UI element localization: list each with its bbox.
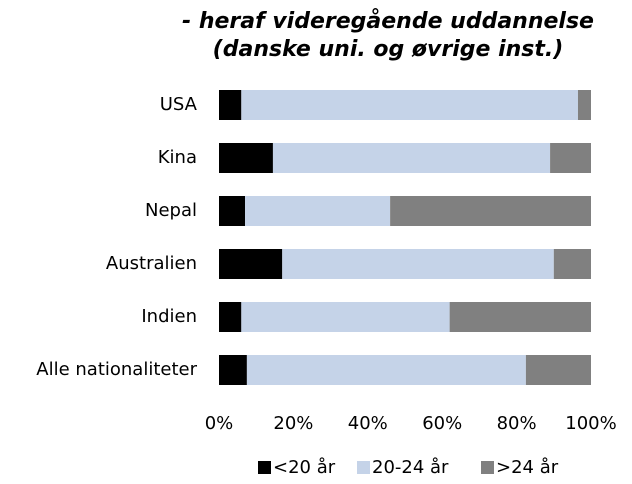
bar-segment xyxy=(219,249,283,279)
y-tick-label: Kina xyxy=(158,147,197,168)
legend-swatch xyxy=(258,461,271,474)
legend-label: <20 år xyxy=(273,457,336,478)
y-tick-label: Australien xyxy=(106,253,197,274)
bar-segment xyxy=(577,90,591,120)
bar-segment xyxy=(449,302,591,332)
legend-label: 20-24 år xyxy=(372,457,449,478)
bar-segment xyxy=(390,196,591,226)
bar-segment xyxy=(282,249,554,279)
chart-title: - heraf videregående uddannelse xyxy=(182,8,594,34)
y-tick-label: Indien xyxy=(141,306,197,327)
bar-segment xyxy=(525,355,591,385)
x-tick-label: 60% xyxy=(422,413,462,434)
x-tick-label: 0% xyxy=(205,413,234,434)
chart-title: (danske uni. og øvrige inst.) xyxy=(213,37,564,62)
bar-segment xyxy=(219,90,242,120)
legend-label: >24 år xyxy=(496,457,559,478)
y-tick-label: Alle nationaliteter xyxy=(36,359,197,380)
y-tick-label: Nepal xyxy=(145,200,197,221)
bar-segment xyxy=(219,355,247,385)
bar-segment xyxy=(550,143,591,173)
bar-segment xyxy=(246,355,526,385)
bar-segment xyxy=(245,196,391,226)
x-tick-label: 80% xyxy=(497,413,537,434)
bar-segment xyxy=(241,90,578,120)
bar-segment xyxy=(219,196,246,226)
y-tick-label: USA xyxy=(160,94,198,115)
bar-segment xyxy=(219,143,273,173)
bar-segment xyxy=(219,302,242,332)
x-tick-label: 100% xyxy=(565,413,616,434)
legend-swatch xyxy=(357,461,370,474)
x-tick-label: 20% xyxy=(273,413,313,434)
bar-segment xyxy=(553,249,591,279)
x-tick-label: 40% xyxy=(348,413,388,434)
bar-segment xyxy=(272,143,551,173)
bar-segment xyxy=(241,302,450,332)
legend-swatch xyxy=(481,461,494,474)
